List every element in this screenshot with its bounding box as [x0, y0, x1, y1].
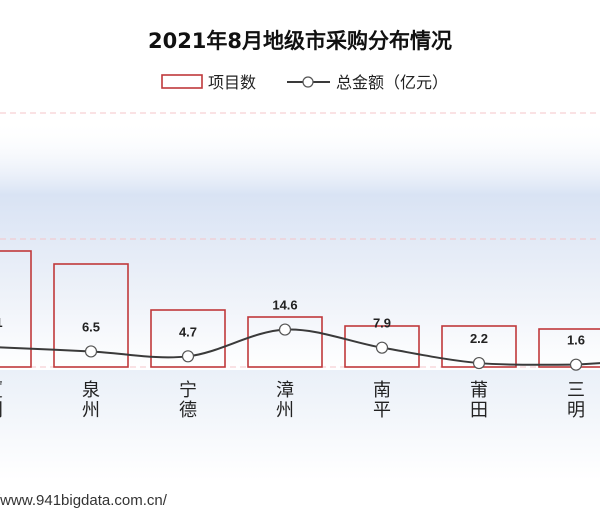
legend-line-label: 总金额（亿元）: [336, 73, 448, 92]
line-point-泉州: [84, 345, 98, 358]
category-label-南平: 南平: [373, 380, 391, 421]
line-point-宁德: [181, 350, 195, 363]
category-label-漳州: 漳州: [276, 380, 294, 421]
bottom-background: [0, 370, 600, 480]
data-label-漳州: 14.6: [272, 298, 297, 313]
data-label-南平: 7.9: [373, 316, 391, 331]
line-point-漳州: [278, 323, 292, 336]
category-label-厦门: 厦门: [0, 380, 3, 421]
data-label-莆田: 2.2: [470, 331, 488, 346]
data-label-宁德: 4.7: [179, 324, 197, 339]
line-point-三明: [569, 358, 583, 371]
bar-厦门: [0, 250, 32, 368]
category-label-泉州: 泉州: [82, 380, 100, 421]
data-label-泉州: 6.5: [82, 319, 100, 334]
bar-泉州: [53, 263, 129, 368]
bar-series: [0, 250, 600, 368]
bar-漳州: [247, 316, 323, 368]
category-label-三明: 三明: [567, 380, 585, 421]
source-url: /www.941bigdata.com.cn/: [0, 492, 168, 509]
category-label-莆田: 莆田: [470, 380, 488, 421]
bar-宁德: [150, 309, 226, 368]
category-label-宁德: 宁德: [179, 380, 197, 421]
data-label-厦门: 1: [0, 315, 3, 330]
plot-background: [0, 120, 600, 370]
legend-bar-label: 项目数: [208, 73, 256, 92]
bar-南平: [344, 325, 420, 368]
legend: 项目数 总金额（亿元）: [161, 73, 448, 92]
legend-bar-swatch: [161, 74, 203, 89]
category-labels: 厦门 泉州 宁德 漳州 南平 莆田 三明: [0, 380, 585, 421]
data-labels: 1 6.5 4.7 14.6 7.9 2.2 1.6: [0, 298, 585, 348]
data-label-三明: 1.6: [567, 333, 585, 348]
line-points: [0, 323, 583, 371]
legend-line-marker: [302, 76, 314, 88]
line-point-莆田: [472, 356, 486, 370]
line-point-南平: [375, 341, 389, 354]
chart-title: 2021年8月地级市采购分布情况: [148, 29, 452, 53]
